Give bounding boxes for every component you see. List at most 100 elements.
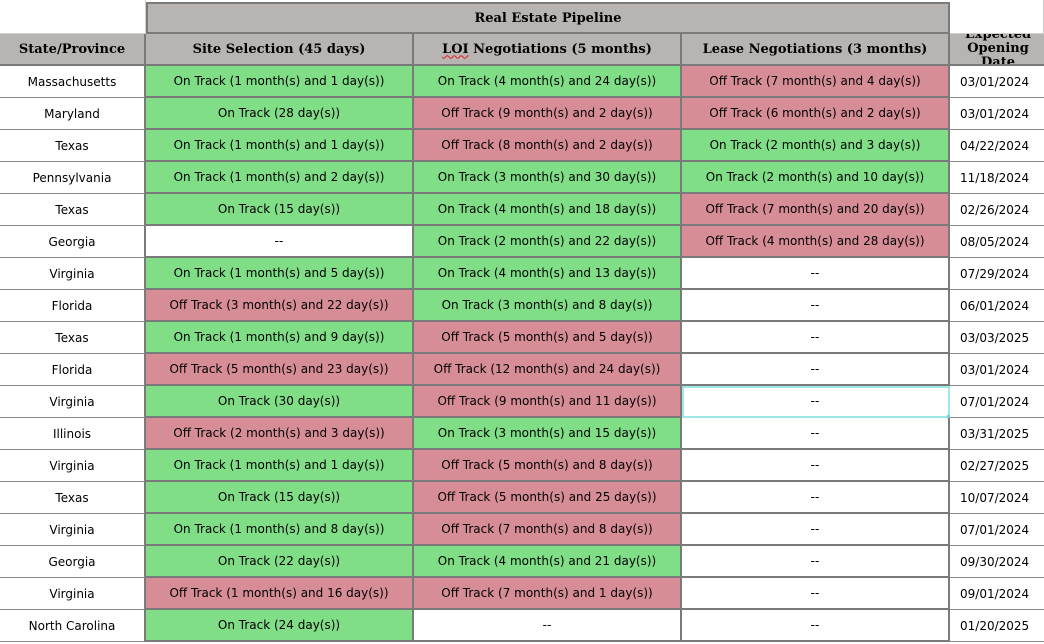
loi-negotiations-cell[interactable]: Off Track (5 month(s) and 8 day(s)) bbox=[414, 450, 682, 482]
state-cell[interactable]: North Carolina bbox=[0, 610, 146, 642]
loi-negotiations-cell[interactable]: Off Track (9 month(s) and 11 day(s)) bbox=[414, 386, 682, 418]
state-cell[interactable]: Texas bbox=[0, 130, 146, 162]
expected-opening-cell[interactable]: 08/05/2024 bbox=[950, 226, 1044, 258]
lease-negotiations-cell[interactable]: -- bbox=[682, 482, 950, 514]
lease-negotiations-cell[interactable]: -- bbox=[682, 258, 950, 290]
column-header-site-selection[interactable]: Site Selection (45 days) bbox=[146, 34, 414, 66]
lease-negotiations-cell[interactable]: Off Track (7 month(s) and 20 day(s)) bbox=[682, 194, 950, 226]
selected-cell[interactable]: -- bbox=[682, 386, 950, 418]
lease-negotiations-cell[interactable]: Off Track (7 month(s) and 4 day(s)) bbox=[682, 66, 950, 98]
loi-negotiations-cell[interactable]: On Track (3 month(s) and 15 day(s)) bbox=[414, 418, 682, 450]
column-header-lease-negotiations[interactable]: Lease Negotiations (3 months) bbox=[682, 34, 950, 66]
expected-opening-cell[interactable]: 02/26/2024 bbox=[950, 194, 1044, 226]
lease-negotiations-cell[interactable]: -- bbox=[682, 354, 950, 386]
loi-negotiations-cell[interactable]: Off Track (5 month(s) and 5 day(s)) bbox=[414, 322, 682, 354]
state-cell[interactable]: Virginia bbox=[0, 514, 146, 546]
state-cell[interactable]: Georgia bbox=[0, 546, 146, 578]
site-selection-cell[interactable]: On Track (28 day(s)) bbox=[146, 98, 414, 130]
site-selection-cell[interactable]: On Track (1 month(s) and 9 day(s)) bbox=[146, 322, 414, 354]
state-cell[interactable]: Maryland bbox=[0, 98, 146, 130]
site-selection-cell[interactable]: On Track (15 day(s)) bbox=[146, 482, 414, 514]
site-selection-cell[interactable]: On Track (24 day(s)) bbox=[146, 610, 414, 642]
lease-negotiations-cell[interactable]: -- bbox=[682, 290, 950, 322]
site-selection-cell[interactable]: On Track (1 month(s) and 2 day(s)) bbox=[146, 162, 414, 194]
loi-negotiations-cell[interactable]: On Track (4 month(s) and 13 day(s)) bbox=[414, 258, 682, 290]
state-cell[interactable]: Pennsylvania bbox=[0, 162, 146, 194]
expected-opening-cell[interactable]: 06/01/2024 bbox=[950, 290, 1044, 322]
site-selection-cell[interactable]: -- bbox=[146, 226, 414, 258]
state-cell[interactable]: Texas bbox=[0, 194, 146, 226]
lease-negotiations-cell[interactable]: -- bbox=[682, 450, 950, 482]
column-header-loi-negotiations[interactable]: LOI Negotiations (5 months) bbox=[414, 34, 682, 66]
expected-opening-cell[interactable]: 03/01/2024 bbox=[950, 354, 1044, 386]
lease-negotiations-cell[interactable]: Off Track (6 month(s) and 2 day(s)) bbox=[682, 98, 950, 130]
loi-negotiations-cell[interactable]: -- bbox=[414, 610, 682, 642]
state-cell[interactable]: Georgia bbox=[0, 226, 146, 258]
loi-negotiations-cell[interactable]: On Track (3 month(s) and 30 day(s)) bbox=[414, 162, 682, 194]
expected-opening-cell[interactable]: 07/01/2024 bbox=[950, 386, 1044, 418]
lease-negotiations-cell[interactable]: -- bbox=[682, 322, 950, 354]
state-cell[interactable]: Virginia bbox=[0, 578, 146, 610]
expected-opening-cell[interactable]: 02/27/2025 bbox=[950, 450, 1044, 482]
site-selection-cell[interactable]: On Track (1 month(s) and 5 day(s)) bbox=[146, 258, 414, 290]
lease-negotiations-cell[interactable]: Off Track (4 month(s) and 28 day(s)) bbox=[682, 226, 950, 258]
expected-opening-cell[interactable]: 09/01/2024 bbox=[950, 578, 1044, 610]
site-selection-cell[interactable]: On Track (22 day(s)) bbox=[146, 546, 414, 578]
site-selection-cell[interactable]: Off Track (3 month(s) and 22 day(s)) bbox=[146, 290, 414, 322]
loi-negotiations-cell[interactable]: Off Track (5 month(s) and 25 day(s)) bbox=[414, 482, 682, 514]
expected-opening-cell[interactable]: 01/20/2025 bbox=[950, 610, 1044, 642]
expected-opening-cell[interactable]: 03/01/2024 bbox=[950, 98, 1044, 130]
site-selection-cell[interactable]: On Track (1 month(s) and 1 day(s)) bbox=[146, 130, 414, 162]
state-cell[interactable]: Virginia bbox=[0, 386, 146, 418]
loi-negotiations-cell[interactable]: Off Track (9 month(s) and 2 day(s)) bbox=[414, 98, 682, 130]
lease-negotiations-cell[interactable]: -- bbox=[682, 610, 950, 642]
expected-opening-cell[interactable]: 09/30/2024 bbox=[950, 546, 1044, 578]
lease-negotiations-cell[interactable]: On Track (2 month(s) and 3 day(s)) bbox=[682, 130, 950, 162]
lease-negotiations-cell[interactable]: -- bbox=[682, 418, 950, 450]
expected-opening-cell[interactable]: 03/01/2024 bbox=[950, 66, 1044, 98]
state-cell[interactable]: Florida bbox=[0, 290, 146, 322]
expected-opening-cell[interactable]: 03/03/2025 bbox=[950, 322, 1044, 354]
site-selection-cell[interactable]: Off Track (5 month(s) and 23 day(s)) bbox=[146, 354, 414, 386]
site-selection-cell[interactable]: On Track (1 month(s) and 1 day(s)) bbox=[146, 450, 414, 482]
loi-negotiations-cell[interactable]: On Track (3 month(s) and 8 day(s)) bbox=[414, 290, 682, 322]
loi-negotiations-cell[interactable]: Off Track (8 month(s) and 2 day(s)) bbox=[414, 130, 682, 162]
blank-cell-a1[interactable] bbox=[0, 0, 146, 34]
column-header-loi-label: LOI Negotiations (5 months) bbox=[442, 41, 652, 57]
state-cell[interactable]: Texas bbox=[0, 322, 146, 354]
state-cell[interactable]: Virginia bbox=[0, 450, 146, 482]
column-header-expected-opening[interactable]: Expected Opening Date bbox=[950, 34, 1044, 66]
site-selection-cell[interactable]: Off Track (2 month(s) and 3 day(s)) bbox=[146, 418, 414, 450]
site-selection-cell[interactable]: On Track (1 month(s) and 1 day(s)) bbox=[146, 66, 414, 98]
banner-cell[interactable]: Real Estate Pipeline bbox=[146, 2, 950, 34]
expected-opening-cell[interactable]: 04/22/2024 bbox=[950, 130, 1044, 162]
expected-opening-cell[interactable]: 07/01/2024 bbox=[950, 514, 1044, 546]
state-cell[interactable]: Massachusetts bbox=[0, 66, 146, 98]
site-selection-cell[interactable]: Off Track (1 month(s) and 16 day(s)) bbox=[146, 578, 414, 610]
loi-negotiations-cell[interactable]: On Track (4 month(s) and 18 day(s)) bbox=[414, 194, 682, 226]
expected-opening-cell[interactable]: 03/31/2025 bbox=[950, 418, 1044, 450]
state-cell[interactable]: Illinois bbox=[0, 418, 146, 450]
loi-negotiations-cell[interactable]: On Track (2 month(s) and 22 day(s)) bbox=[414, 226, 682, 258]
loi-negotiations-cell[interactable]: Off Track (7 month(s) and 1 day(s)) bbox=[414, 578, 682, 610]
blank-cell-e1[interactable] bbox=[950, 0, 1044, 34]
expected-opening-cell[interactable]: 11/18/2024 bbox=[950, 162, 1044, 194]
loi-negotiations-cell[interactable]: On Track (4 month(s) and 24 day(s)) bbox=[414, 66, 682, 98]
lease-negotiations-cell[interactable]: -- bbox=[682, 514, 950, 546]
loi-negotiations-cell[interactable]: On Track (4 month(s) and 21 day(s)) bbox=[414, 546, 682, 578]
state-cell[interactable]: Texas bbox=[0, 482, 146, 514]
expected-opening-cell[interactable]: 10/07/2024 bbox=[950, 482, 1044, 514]
column-header-state[interactable]: State/Province bbox=[0, 34, 146, 66]
lease-negotiations-cell[interactable]: On Track (2 month(s) and 10 day(s)) bbox=[682, 162, 950, 194]
site-selection-cell[interactable]: On Track (1 month(s) and 8 day(s)) bbox=[146, 514, 414, 546]
site-selection-cell[interactable]: On Track (30 day(s)) bbox=[146, 386, 414, 418]
site-selection-cell[interactable]: On Track (15 day(s)) bbox=[146, 194, 414, 226]
fill-handle[interactable] bbox=[947, 415, 952, 420]
state-cell[interactable]: Virginia bbox=[0, 258, 146, 290]
lease-negotiations-cell[interactable]: -- bbox=[682, 546, 950, 578]
state-cell[interactable]: Florida bbox=[0, 354, 146, 386]
loi-negotiations-cell[interactable]: Off Track (12 month(s) and 24 day(s)) bbox=[414, 354, 682, 386]
loi-negotiations-cell[interactable]: Off Track (7 month(s) and 8 day(s)) bbox=[414, 514, 682, 546]
lease-negotiations-cell[interactable]: -- bbox=[682, 578, 950, 610]
expected-opening-cell[interactable]: 07/29/2024 bbox=[950, 258, 1044, 290]
